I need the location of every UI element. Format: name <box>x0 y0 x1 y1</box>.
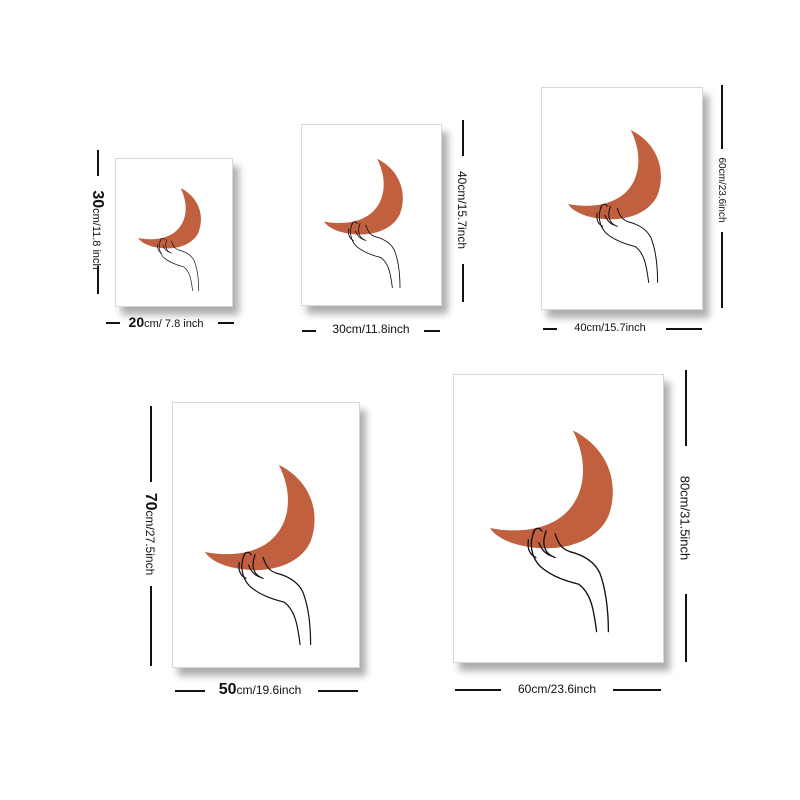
width-label: 50cm/19.6inch <box>219 682 302 698</box>
moon-hand-artwork <box>205 464 316 646</box>
height-number: 70 <box>142 492 159 511</box>
height-dimension-line <box>150 406 152 482</box>
height-label: 30cm/11.8 inch <box>89 190 106 270</box>
width-dimension-line <box>455 689 501 691</box>
height-label: 70cm/27.5inch <box>142 492 159 576</box>
width-dimension-line <box>218 322 234 324</box>
height-dimension-line <box>462 264 464 302</box>
height-dimension-line <box>685 370 687 446</box>
moon-hand-artwork <box>568 129 662 283</box>
print-panel-50x70 <box>172 402 360 668</box>
moon-hand-artwork <box>490 429 614 633</box>
print-panel-30x40 <box>301 124 442 306</box>
width-dimension-line <box>318 690 358 692</box>
width-text: 60cm/23.6inch <box>517 682 597 696</box>
width-text: 40cm/15.7inch <box>574 322 646 334</box>
width-unit: cm/19.6inch <box>236 683 302 697</box>
height-unit: cm/11.8 inch <box>90 208 102 270</box>
width-number: 20 <box>128 314 145 330</box>
width-label: 60cm/23.6inch <box>518 683 596 695</box>
width-dimension-line <box>106 322 120 324</box>
height-dimension-line <box>97 150 99 176</box>
width-dimension-line <box>175 690 205 692</box>
height-label: 80cm/31.5inch <box>677 475 693 561</box>
width-dimension-line <box>543 328 557 330</box>
width-dimension-line <box>666 328 702 330</box>
height-text: 80cm/31.5inch <box>677 475 693 561</box>
width-dimension-line <box>424 330 440 332</box>
width-number: 50 <box>218 681 237 698</box>
height-dimension-line <box>721 232 723 308</box>
width-label: 20cm/ 7.8 inch <box>129 315 204 330</box>
height-text: 40cm/15.7inch <box>455 170 469 250</box>
height-dimension-line <box>685 594 687 662</box>
height-label: 40cm/15.7inch <box>455 170 469 250</box>
print-panel-60x80 <box>453 374 664 663</box>
height-dimension-line <box>150 586 152 666</box>
height-dimension-line <box>462 120 464 156</box>
height-dimension-line <box>721 85 723 149</box>
width-label: 30cm/11.8inch <box>332 323 409 335</box>
width-dimension-line <box>613 689 661 691</box>
width-label: 40cm/15.7inch <box>574 323 646 334</box>
width-text: 30cm/11.8inch <box>332 322 410 336</box>
height-number: 30 <box>89 190 106 209</box>
height-label: 60cm/23.6inch <box>716 157 727 223</box>
height-text: 60cm/23.6inch <box>716 157 727 223</box>
height-dimension-line <box>97 266 99 294</box>
height-unit: cm/27.5inch <box>143 510 157 576</box>
print-panel-20x30 <box>115 158 233 307</box>
moon-hand-artwork <box>324 158 404 288</box>
width-dimension-line <box>302 330 316 332</box>
print-panel-40x60 <box>541 87 703 310</box>
width-unit: cm/ 7.8 inch <box>144 318 204 330</box>
moon-hand-artwork <box>138 187 202 291</box>
